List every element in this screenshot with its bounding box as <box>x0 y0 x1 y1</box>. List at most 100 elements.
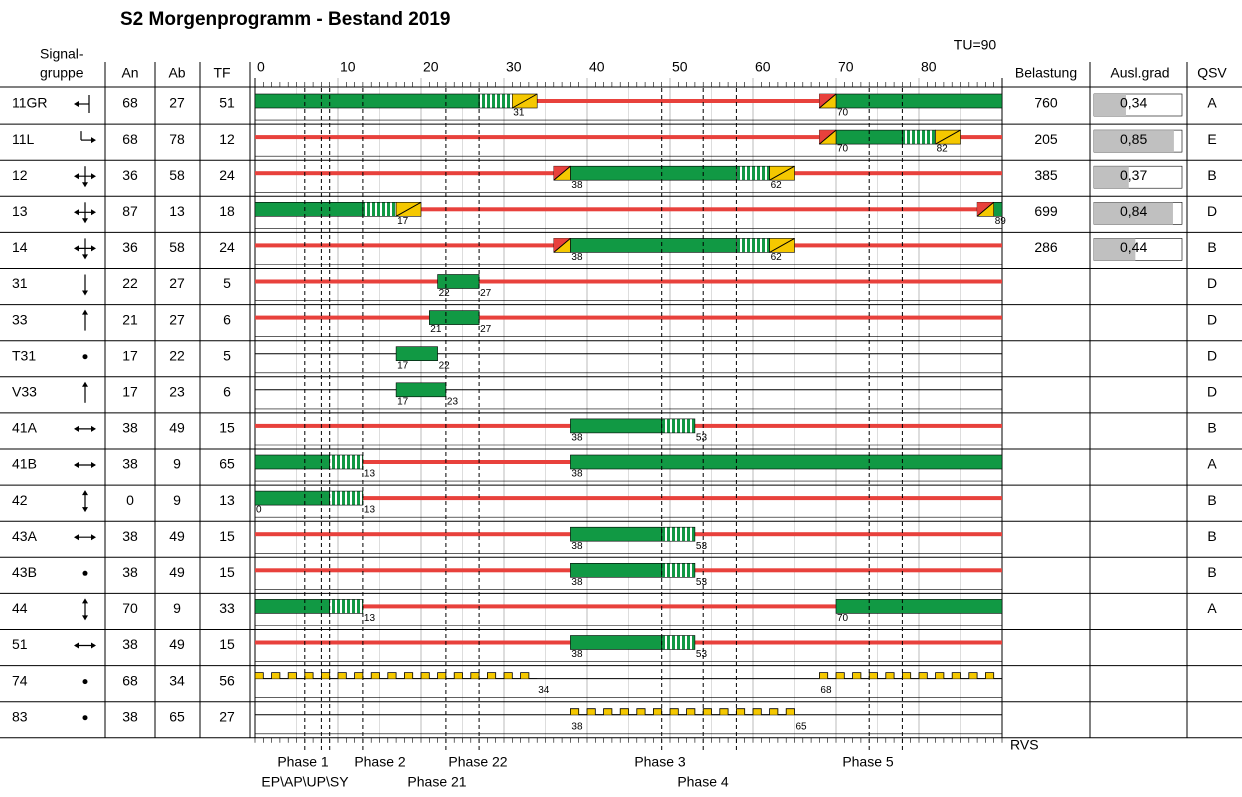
row-name: T31 <box>12 347 36 363</box>
yellow-diag <box>769 237 795 253</box>
red-phase <box>255 640 571 645</box>
qsv: B <box>1207 528 1216 544</box>
green-phase <box>570 526 663 542</box>
time-label: 53 <box>696 577 708 588</box>
ab: 49 <box>169 420 185 436</box>
time-label: 53 <box>696 649 708 660</box>
rvs-label: RVS <box>1010 737 1039 753</box>
header: QSV <box>1197 65 1227 81</box>
time-label: 17 <box>397 396 409 407</box>
ab: 27 <box>169 275 185 291</box>
red-phase <box>794 171 1002 176</box>
ab: 49 <box>169 528 185 544</box>
ab: 9 <box>173 600 181 616</box>
qsv: D <box>1207 275 1217 291</box>
icon <box>91 425 96 432</box>
an: 38 <box>122 528 138 544</box>
row-name: 83 <box>12 708 28 724</box>
qsv: A <box>1207 95 1217 111</box>
time-label: 17 <box>397 360 409 371</box>
x-tick-label: 80 <box>921 59 937 75</box>
time-label: 22 <box>439 288 451 299</box>
header: Ab <box>168 65 185 81</box>
tf: 18 <box>219 203 235 219</box>
green-phase <box>437 274 480 289</box>
belastung: 205 <box>1034 131 1058 147</box>
green-phase <box>835 93 1003 109</box>
row-name: 41A <box>12 420 38 436</box>
ab: 65 <box>169 708 185 724</box>
an: 36 <box>122 239 138 255</box>
flash-yellow <box>570 708 795 716</box>
icon <box>82 309 88 315</box>
ausl-label: 0,84 <box>1120 203 1147 219</box>
icon <box>74 245 79 252</box>
ab: 49 <box>169 636 185 652</box>
row-name: 11L <box>12 131 35 147</box>
x-tick-label: 40 <box>589 59 605 75</box>
qsv: B <box>1207 420 1216 436</box>
header: gruppe <box>40 65 84 81</box>
flash-green <box>736 238 770 253</box>
header: TU=90 <box>954 37 997 53</box>
red-phase <box>794 243 1002 248</box>
yellow-diag <box>512 93 538 109</box>
redyellow-diag <box>976 201 995 217</box>
tf: 56 <box>219 672 235 688</box>
red-phase <box>694 423 1002 428</box>
ab: 78 <box>169 131 185 147</box>
phase-label: Phase 3 <box>634 754 686 770</box>
time-label: 70 <box>837 108 849 119</box>
ausl-bar <box>1094 130 1174 153</box>
phase-label: Phase 5 <box>842 754 894 770</box>
red-phase <box>694 532 1002 537</box>
tf: 13 <box>219 492 235 508</box>
row-name: V33 <box>12 384 37 400</box>
an: 70 <box>122 600 138 616</box>
red-phase <box>479 279 1003 284</box>
tf: 6 <box>223 384 231 400</box>
row-name: 41B <box>12 456 37 472</box>
icon <box>74 642 79 649</box>
an: 21 <box>122 311 138 327</box>
yellow-diag <box>395 201 422 217</box>
qsv: A <box>1207 456 1217 472</box>
red-phase <box>960 135 1002 140</box>
time-label: 22 <box>439 360 451 371</box>
red-phase <box>479 315 1003 320</box>
an: 68 <box>122 131 138 147</box>
icon <box>74 534 79 541</box>
tf: 15 <box>219 636 235 652</box>
time-label: 38 <box>571 541 583 552</box>
time-label: 21 <box>430 324 442 335</box>
row-name: 42 <box>12 492 28 508</box>
x-tick-label: 10 <box>340 59 356 75</box>
red-phase <box>255 423 571 428</box>
time-label: 70 <box>837 613 849 624</box>
ab: 34 <box>169 672 185 688</box>
belastung: 699 <box>1034 203 1058 219</box>
icon <box>82 381 88 387</box>
flash-green <box>329 454 364 470</box>
x-tick-label: 20 <box>423 59 439 75</box>
phase-label: EP\AP\UP\SY <box>261 774 349 790</box>
redyellow-diag <box>553 238 571 253</box>
red-phase <box>362 496 1002 501</box>
qsv: D <box>1207 311 1217 327</box>
flash-green <box>736 165 770 181</box>
red-phase <box>255 279 438 284</box>
time-label: 53 <box>696 433 708 444</box>
icon <box>91 209 96 216</box>
ausl-label: 0,44 <box>1120 239 1147 255</box>
green-phase <box>993 202 1003 217</box>
ausl-label: 0,34 <box>1120 95 1147 111</box>
icon <box>82 354 88 360</box>
time-label: 38 <box>571 252 583 263</box>
redyellow-diag <box>553 165 571 181</box>
belastung: 385 <box>1034 167 1058 183</box>
icon <box>91 462 96 468</box>
time-label: 27 <box>480 288 492 299</box>
phase-label: Phase 21 <box>407 774 466 790</box>
row-name: 31 <box>12 275 28 291</box>
